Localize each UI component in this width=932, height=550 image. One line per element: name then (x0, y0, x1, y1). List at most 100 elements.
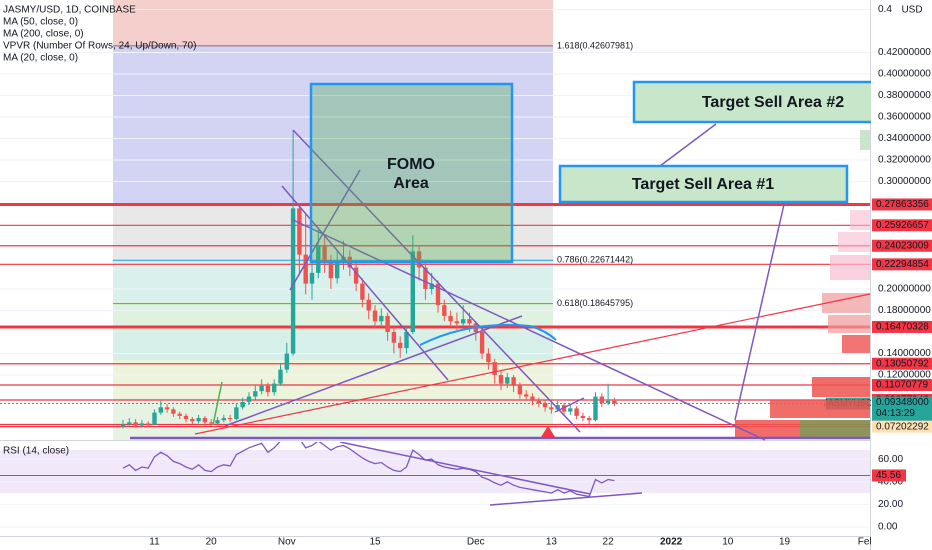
fib-label: 1.618(0.42607981) (557, 40, 633, 50)
candle-body (467, 319, 472, 324)
candle-body (164, 407, 170, 410)
x-tick-label: 15 (369, 537, 381, 548)
vpvr-bar (838, 232, 870, 252)
candle-body (429, 283, 434, 290)
level-tag (872, 258, 932, 271)
candle-body (120, 424, 126, 427)
fib-zone (113, 398, 553, 440)
level-tag (872, 420, 932, 433)
y-tick-label: 0.12000000 (878, 370, 931, 381)
fib-zone (113, 204, 553, 260)
trend-line (289, 169, 361, 291)
x-tick-label: 22 (603, 537, 615, 548)
candle-body (599, 396, 604, 403)
rsi-tick-label: 60.00 (878, 454, 903, 465)
candle-body (152, 412, 157, 425)
trend-line (292, 219, 766, 441)
level-label: 0.24023009 (876, 240, 929, 251)
candle-body (536, 400, 541, 403)
candle-body (133, 422, 138, 426)
candle-body (139, 423, 145, 426)
level-label: 0.07202292 (876, 421, 929, 432)
x-tick-label: Feb (858, 537, 876, 548)
level-tag (872, 379, 932, 392)
level-label: 0.13050792 (876, 358, 929, 369)
candle-body (549, 407, 554, 410)
level-tag (872, 320, 932, 333)
candle-body (542, 402, 548, 408)
candle-body (416, 251, 422, 268)
candle-body (146, 423, 151, 425)
annotation: FOMO (387, 156, 435, 173)
vpvr-bar (850, 210, 870, 230)
candle-body (278, 369, 283, 384)
vpvr (735, 130, 870, 438)
candle-body (158, 407, 163, 413)
level-label: 0.22294854 (876, 259, 929, 270)
annotation: Target Sell Area #2 (702, 94, 844, 111)
candle-body (492, 362, 497, 376)
rsi-tick-label: 20.00 (878, 499, 903, 510)
level-label: 0.25926657 (876, 220, 929, 231)
target-line (659, 123, 717, 167)
annotation: Target Sell Area #1 (632, 176, 774, 193)
target-line (734, 199, 786, 421)
candle-body (335, 262, 340, 279)
y-tick-label: 0.4 (878, 4, 892, 15)
candle-body (612, 400, 617, 404)
level-label: 0.11070779 (876, 380, 929, 391)
candle-body (360, 283, 365, 300)
rsi-level-tag (872, 469, 906, 482)
rsi-tick-label: 0.00 (878, 522, 898, 533)
price-pane (0, 8, 870, 429)
candle-body (461, 319, 466, 324)
fomo-box (309, 82, 514, 264)
vpvr-bar (842, 335, 870, 353)
vpvr-bar (828, 315, 870, 333)
candle-body (574, 408, 579, 416)
level-tag (872, 357, 932, 370)
rsi-band (0, 450, 870, 493)
y-tick-label: 0.42000000 (878, 47, 931, 58)
y-tick-label: 0.32000000 (878, 155, 931, 166)
drawings: FOMO Area Target Sell Area #2 Target Sel… (130, 80, 876, 441)
y-tick-label: 0.36000000 (878, 112, 931, 123)
x-tick-label: Dec (467, 537, 485, 548)
trend-line (554, 397, 585, 413)
fib-label: 0.618(0.18645795) (557, 298, 633, 308)
candle-body (398, 342, 403, 349)
rsi-level-label: 45.56 (876, 470, 901, 481)
vpvr-bar (800, 420, 870, 438)
candle-body (234, 407, 239, 420)
x-tick-label: Nov (278, 537, 296, 548)
candle-body (309, 272, 315, 284)
y-tick-label: 0.38000000 (878, 90, 931, 101)
marks: 1.618(0.42607981) 0.786(0.22671442) 0.618(… (0, 8, 876, 548)
price-axis: 0.4 0.42000000 0.40000000 0.38000000 0.36000… (871, 0, 932, 550)
candle-body (593, 396, 598, 421)
rsi-pane-marks (0, 442, 870, 528)
candle-body (322, 246, 327, 263)
candle-body (479, 332, 485, 354)
vpvr-bar (822, 293, 870, 313)
axis-background (871, 0, 932, 550)
x-tick-label: 2022 (660, 537, 683, 548)
fib-zone (113, 0, 553, 47)
fib-zone (113, 360, 553, 398)
candle-body (221, 418, 226, 421)
trend-line (224, 315, 523, 427)
candle-body (183, 415, 189, 420)
level-tag (872, 198, 932, 211)
candle-body (297, 208, 302, 255)
target-box (558, 164, 849, 204)
y-tick-label: 0.34000000 (878, 133, 931, 144)
fib-zone (113, 332, 553, 360)
candle-body (290, 208, 296, 354)
rsi-line (122, 442, 615, 498)
candle-body (127, 422, 132, 425)
y-tick-label: 0.20000000 (878, 284, 931, 295)
candle-body (177, 413, 182, 416)
fib-zone (113, 47, 553, 204)
indicator-label: VPVR (Number Of Rows, 24, Up/Down, 70) (3, 41, 196, 52)
